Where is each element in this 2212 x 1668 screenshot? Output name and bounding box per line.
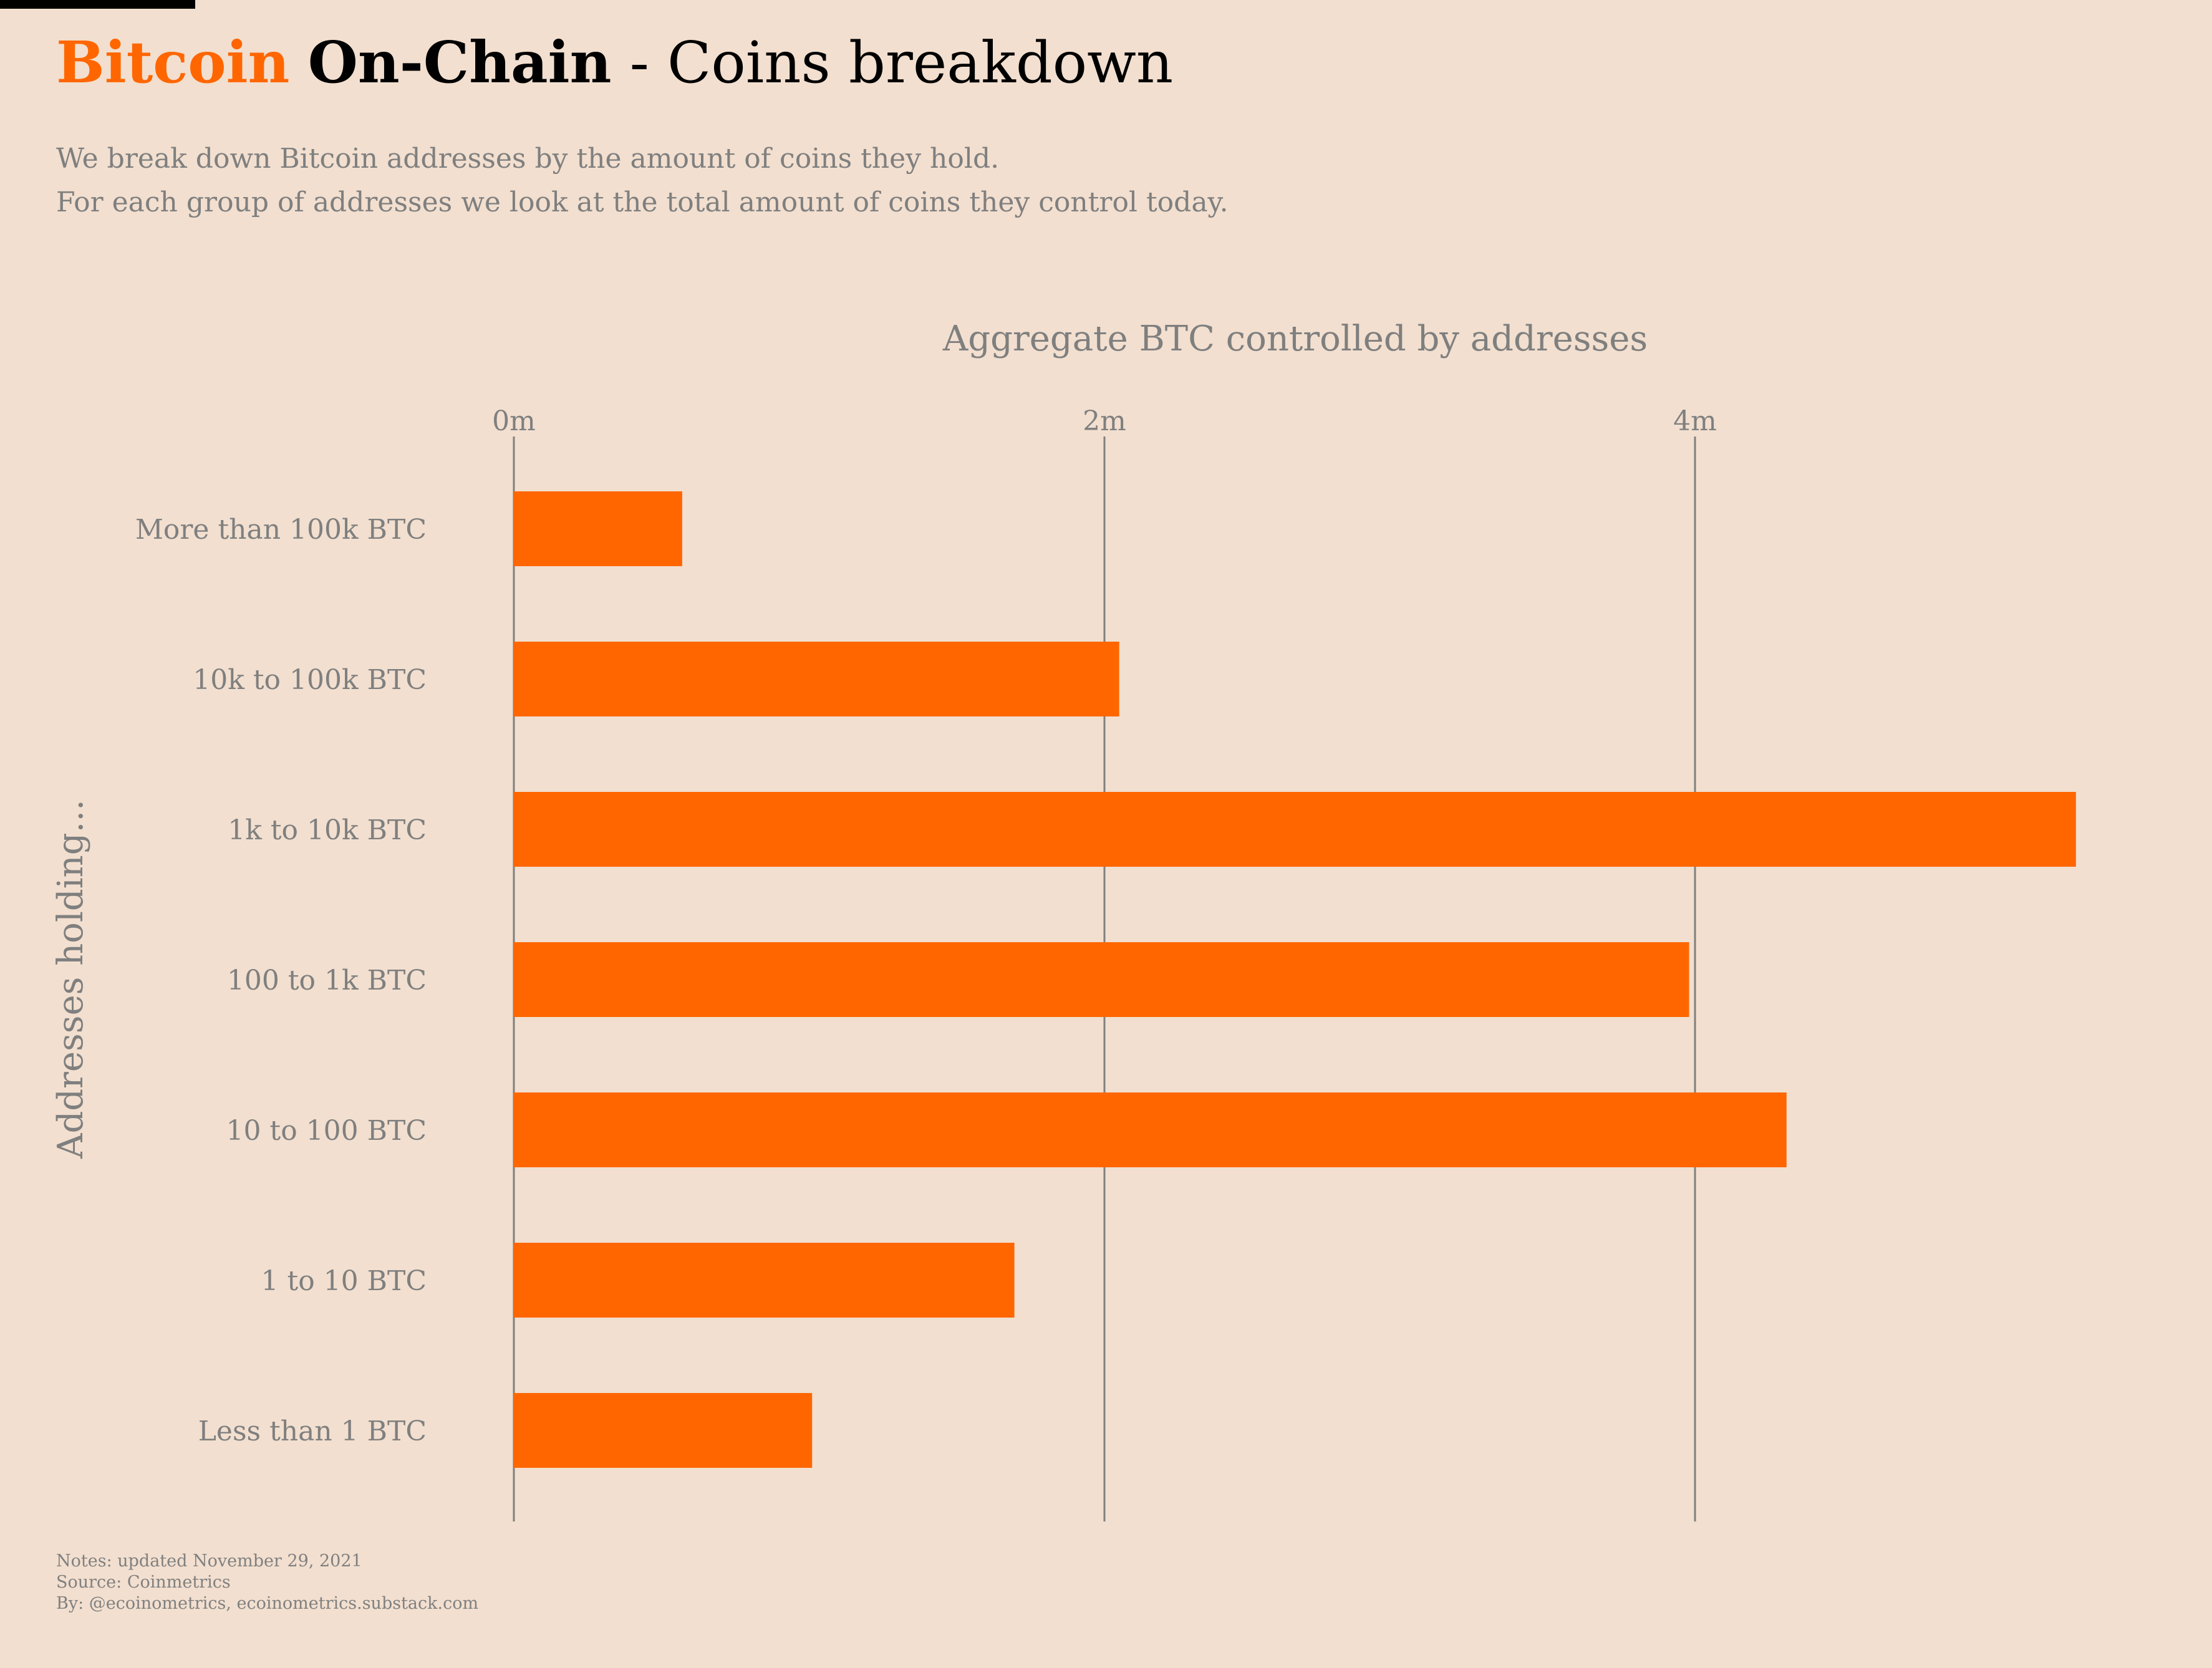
x-tick-label: 4m [1673,405,1717,437]
subtitle: We break down Bitcoin addresses by the a… [56,137,1229,224]
category-label: Less than 1 BTC [198,1415,427,1447]
bar [514,1393,813,1468]
bars [514,491,2076,1468]
bar [514,642,1119,716]
bar [514,1092,1787,1167]
subtitle-line: We break down Bitcoin addresses by the a… [56,143,1000,175]
title-rest: - Coins breakdown [611,29,1174,96]
bar [514,942,1689,1017]
footer-notes: Notes: updated November 29, 2021 Source:… [56,1551,478,1614]
title-brand: Bitcoin [56,29,290,96]
bar [514,1243,1015,1318]
subtitle-line: For each group of addresses we look at t… [56,186,1229,218]
category-label: 10k to 100k BTC [193,664,427,696]
note-byline: By: @ecoinometrics, ecoinometrics.substa… [56,1594,479,1613]
y-axis-title: Addresses holding... [51,799,91,1159]
category-label: More than 100k BTC [135,514,427,546]
page-title: Bitcoin On-Chain - Coins breakdown [56,25,1173,100]
corner-accent-bar [0,0,195,9]
bar [514,491,682,566]
category-label: 1 to 10 BTC [261,1265,427,1297]
note-source: Source: Coinmetrics [56,1573,231,1592]
category-label: 1k to 10k BTC [228,814,427,846]
labels: 0m 2m 4m Aggregate BTC controlled by addres… [51,319,1717,1447]
note-updated: Notes: updated November 29, 2021 [56,1551,362,1571]
bar [514,792,2076,867]
x-axis-title: Aggregate BTC controlled by addresses [942,319,1648,359]
category-label: 10 to 100 BTC [226,1115,427,1147]
category-label: 100 to 1k BTC [227,965,427,996]
title-main: On-Chain [307,29,612,96]
x-tick-label: 0m [492,405,536,437]
x-tick-label: 2m [1083,405,1126,437]
